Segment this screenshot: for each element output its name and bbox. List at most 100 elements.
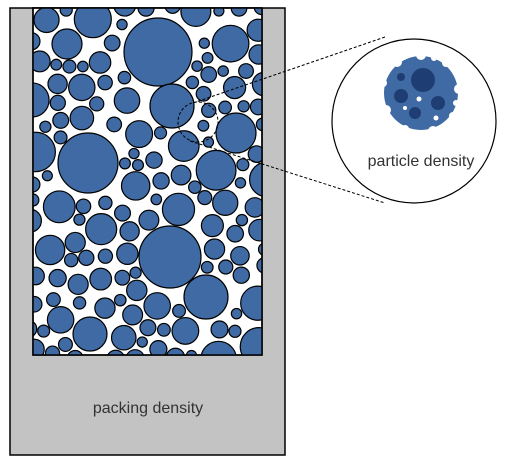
particle <box>218 66 228 76</box>
particle <box>117 243 138 264</box>
particle <box>204 239 224 259</box>
particle <box>117 19 127 29</box>
particle <box>98 249 112 263</box>
particle <box>76 199 90 213</box>
internal-pore <box>409 107 421 119</box>
particle <box>115 270 130 285</box>
particle <box>121 172 149 200</box>
particle <box>202 53 213 64</box>
particle <box>151 194 162 205</box>
particle <box>90 268 112 290</box>
particle <box>123 305 143 325</box>
particle <box>172 318 199 345</box>
particle <box>74 214 85 225</box>
particle <box>173 305 186 318</box>
particle <box>98 75 112 89</box>
particle <box>219 260 233 274</box>
particle <box>155 127 167 139</box>
particle <box>219 101 232 114</box>
particle <box>199 38 209 48</box>
particle <box>47 293 61 307</box>
particle <box>65 253 78 266</box>
particle <box>181 0 211 26</box>
particle <box>184 275 228 319</box>
particle <box>58 133 118 193</box>
diagram: packing density particle density <box>0 0 511 463</box>
particle <box>118 71 130 83</box>
particle <box>201 67 217 83</box>
particle <box>79 250 94 265</box>
particle <box>192 61 202 71</box>
particle <box>239 64 254 79</box>
internal-pore <box>394 89 408 103</box>
internal-pore <box>397 73 405 81</box>
particle <box>229 325 241 337</box>
particle <box>236 214 247 225</box>
particle <box>124 18 192 86</box>
particle <box>120 222 139 241</box>
particle <box>150 84 194 128</box>
particle <box>112 325 136 349</box>
particle <box>201 215 223 237</box>
particle <box>213 190 238 215</box>
particle <box>86 214 117 245</box>
pore-dot <box>434 116 439 121</box>
particle <box>139 226 201 288</box>
particle <box>65 232 85 252</box>
particle <box>233 267 249 283</box>
particle <box>89 52 110 73</box>
internal-pore <box>411 68 435 92</box>
particle <box>137 337 147 347</box>
particle <box>162 193 194 225</box>
particle <box>115 294 126 305</box>
particle <box>201 261 213 273</box>
particle <box>59 338 73 352</box>
particle <box>144 293 170 319</box>
particle <box>53 112 69 128</box>
particle <box>78 61 88 71</box>
particle <box>43 191 75 223</box>
particle <box>69 74 95 100</box>
particle <box>42 171 52 181</box>
particle <box>74 1 111 38</box>
particle <box>60 4 72 16</box>
page: packing density particle density (() => … <box>0 0 511 463</box>
particle <box>186 76 198 88</box>
particle <box>146 152 162 168</box>
particle <box>73 317 107 351</box>
particle <box>153 173 169 189</box>
particle <box>235 178 245 188</box>
particle <box>95 298 115 318</box>
particle <box>115 205 131 221</box>
particle <box>140 320 156 336</box>
particle <box>73 297 85 309</box>
particle <box>198 191 212 205</box>
particle <box>171 165 191 185</box>
particle <box>40 121 51 132</box>
particle <box>238 101 249 112</box>
particle <box>35 235 64 264</box>
particle <box>48 74 67 93</box>
particle <box>237 159 249 171</box>
particle <box>90 97 104 111</box>
particle <box>127 280 147 300</box>
particle <box>51 59 62 70</box>
particle <box>196 150 236 190</box>
particle <box>104 35 120 51</box>
particle <box>70 106 94 130</box>
particle <box>224 77 246 99</box>
particle <box>34 7 59 32</box>
particle <box>68 274 88 294</box>
particle <box>107 117 122 132</box>
particle <box>99 196 112 209</box>
particle <box>231 308 241 318</box>
particle <box>120 158 131 169</box>
particle <box>63 60 76 73</box>
pore-dot <box>403 106 407 110</box>
particle <box>54 131 67 144</box>
particle <box>114 88 139 113</box>
particle <box>130 267 141 278</box>
particle <box>198 120 209 131</box>
particle <box>49 270 66 287</box>
particle <box>52 29 82 59</box>
